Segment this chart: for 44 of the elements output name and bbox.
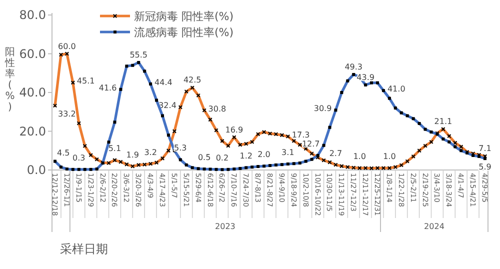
data-label: 5.1 bbox=[108, 144, 122, 154]
data-label: 7.1 bbox=[478, 144, 492, 154]
data-label: 4.5 bbox=[57, 148, 70, 158]
ylabel: 阳性率(%) bbox=[5, 47, 15, 113]
data-label: 30.9 bbox=[314, 104, 332, 114]
data-label: 5.9 bbox=[478, 162, 492, 172]
data-label: 1.2 bbox=[240, 152, 252, 161]
data-label: 1.0 bbox=[353, 152, 366, 162]
data-label: 2.0 bbox=[258, 150, 270, 160]
data-label: 44.4 bbox=[154, 78, 172, 87]
ytick: 0.0 bbox=[26, 163, 46, 177]
data-label: 0.5 bbox=[198, 153, 211, 162]
data-label: 1.0 bbox=[383, 152, 396, 162]
data-label: 0.2 bbox=[216, 154, 229, 163]
annotation: 2024 bbox=[424, 222, 444, 231]
data-label: 5.3 bbox=[174, 144, 187, 153]
data-label: 0.3 bbox=[72, 153, 86, 162]
xlabel: 采样日期 bbox=[60, 242, 108, 256]
data-label: 41.6 bbox=[98, 83, 117, 92]
data-label: 3.1 bbox=[282, 148, 294, 157]
data-label: 41.0 bbox=[387, 84, 406, 94]
ytick: 80.0 bbox=[19, 8, 46, 22]
legend-item: 新冠病毒 阳性率(%) bbox=[100, 10, 234, 23]
data-label: 16.9 bbox=[225, 125, 244, 134]
legend-label: 新冠病毒 阳性率(%) bbox=[134, 10, 234, 23]
annotation: 2023 bbox=[215, 222, 236, 231]
data-label: 3.2 bbox=[144, 148, 157, 157]
data-label: 33.2 bbox=[58, 110, 76, 119]
ytick: 60.0 bbox=[19, 46, 46, 61]
data-label: 30.8 bbox=[208, 104, 226, 114]
data-label: 12.7 bbox=[302, 139, 320, 148]
data-label: 21.1 bbox=[434, 117, 452, 126]
data-label: 17.3 bbox=[292, 130, 310, 140]
legend-label: 流感病毒 阳性率(%) bbox=[134, 26, 234, 39]
data-label: 2.7 bbox=[329, 148, 342, 158]
data-label: 49.3 bbox=[344, 62, 363, 72]
legend-item: 流感病毒 阳性率(%) bbox=[100, 26, 234, 39]
ytick: 20.0 bbox=[19, 124, 46, 138]
data-label: 60.0 bbox=[58, 42, 76, 51]
data-label: 55.5 bbox=[130, 50, 148, 60]
data-label: 1.9 bbox=[126, 150, 139, 160]
data-label: 42.5 bbox=[183, 76, 202, 85]
data-label: 45.1 bbox=[76, 76, 95, 86]
ytick: 40.0 bbox=[19, 86, 46, 100]
